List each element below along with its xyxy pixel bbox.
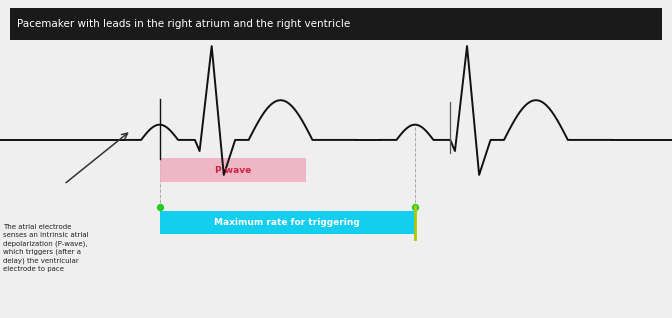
FancyBboxPatch shape [160,211,415,234]
Text: P wave: P wave [214,166,251,175]
Text: Maximum rate for triggering: Maximum rate for triggering [214,218,360,227]
FancyBboxPatch shape [160,158,306,182]
Text: The atrial electrode
senses an intrinsic atrial
depolarization (P-wave),
which t: The atrial electrode senses an intrinsic… [3,224,89,273]
Point [409,205,421,210]
FancyBboxPatch shape [10,8,662,40]
Point [154,205,165,210]
Text: Pacemaker with leads in the right atrium and the right ventricle: Pacemaker with leads in the right atrium… [17,19,350,29]
